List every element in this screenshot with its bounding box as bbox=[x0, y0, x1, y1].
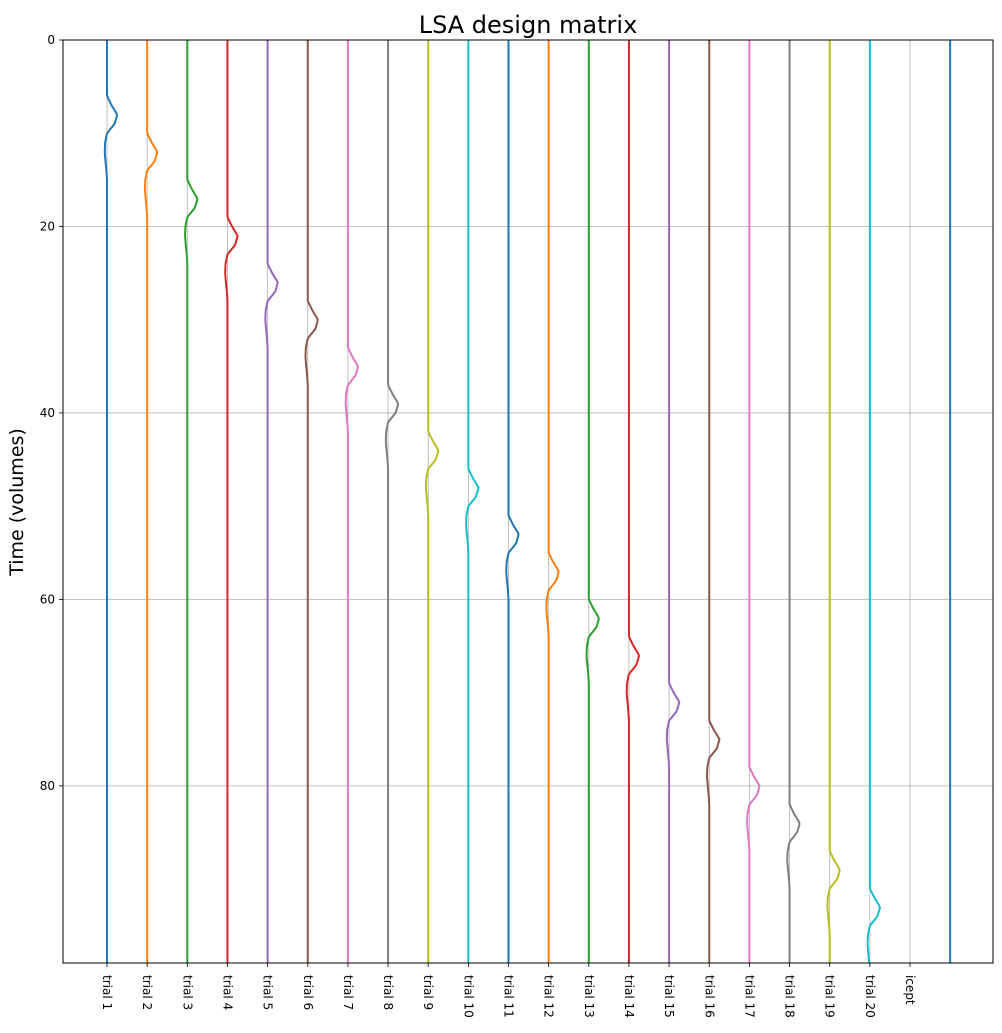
series-line-trial-2 bbox=[143, 40, 159, 963]
x-tick-label: trial 13 bbox=[582, 975, 596, 1018]
x-tick-label: trial 20 bbox=[863, 975, 877, 1018]
x-tick-label: trial 2 bbox=[140, 975, 154, 1010]
series-line-trial-7 bbox=[344, 40, 359, 963]
series-line-trial-14 bbox=[625, 40, 640, 963]
series-line-trial-12 bbox=[545, 40, 560, 963]
series-line-trial-5 bbox=[264, 40, 279, 963]
x-tick-label: trial 14 bbox=[622, 975, 636, 1018]
y-tick-label: 60 bbox=[40, 592, 55, 606]
axes-frame bbox=[62, 39, 994, 964]
x-tick-label: trial 15 bbox=[662, 975, 676, 1018]
x-tick-label: trial 4 bbox=[220, 975, 234, 1010]
series-line-trial-13 bbox=[585, 40, 600, 963]
x-tick-label: trial 12 bbox=[542, 975, 556, 1018]
x-tick-label: trial 3 bbox=[180, 975, 194, 1010]
plot-area: 0 20 40 60 80 trial 1 trial 2 trial 3 trial 4 tri… bbox=[40, 33, 994, 1018]
y-tick-label: 20 bbox=[40, 219, 55, 233]
series-line-trial-18 bbox=[786, 40, 801, 963]
y-axis-label: Time (volumes) bbox=[6, 428, 28, 577]
x-tick-label: trial 18 bbox=[783, 975, 797, 1018]
x-tick-label: trial 1 bbox=[100, 975, 114, 1010]
series-line-trial-1 bbox=[103, 40, 118, 963]
series-line-trial-17 bbox=[746, 40, 761, 963]
series-line-trial-10 bbox=[465, 40, 480, 963]
series-line-trial-3 bbox=[184, 40, 199, 963]
series-line-trial-9 bbox=[424, 40, 440, 963]
series-line-trial-11 bbox=[505, 40, 520, 963]
x-tick-label: trial 16 bbox=[702, 975, 716, 1018]
x-tick-label: trial 9 bbox=[421, 975, 435, 1010]
series-line-trial-16 bbox=[705, 40, 721, 963]
series-line-trial-19 bbox=[826, 40, 841, 963]
y-tick-label: 40 bbox=[40, 406, 55, 420]
series-line-trial-6 bbox=[304, 40, 319, 963]
y-tick-label: 0 bbox=[47, 33, 55, 47]
series-line-trial-20 bbox=[866, 40, 881, 964]
chart-title: LSA design matrix bbox=[419, 11, 638, 39]
series-line-trial-15 bbox=[665, 40, 681, 963]
x-tick-label: trial 19 bbox=[823, 975, 837, 1018]
x-tick-label: trial 6 bbox=[301, 975, 315, 1010]
y-tick-label: 80 bbox=[40, 779, 55, 793]
x-tick-label: trial 10 bbox=[461, 975, 475, 1018]
x-tick-label: icept bbox=[903, 975, 917, 1005]
x-tick-label: trial 8 bbox=[381, 975, 395, 1010]
x-tick-label: trial 11 bbox=[502, 975, 516, 1018]
x-tick-label: trial 7 bbox=[341, 975, 355, 1010]
series-line-trial-8 bbox=[384, 40, 400, 963]
series-line-trial-4 bbox=[224, 40, 239, 963]
x-tick-label: trial 5 bbox=[261, 975, 275, 1010]
x-tick-label: trial 17 bbox=[742, 975, 756, 1018]
